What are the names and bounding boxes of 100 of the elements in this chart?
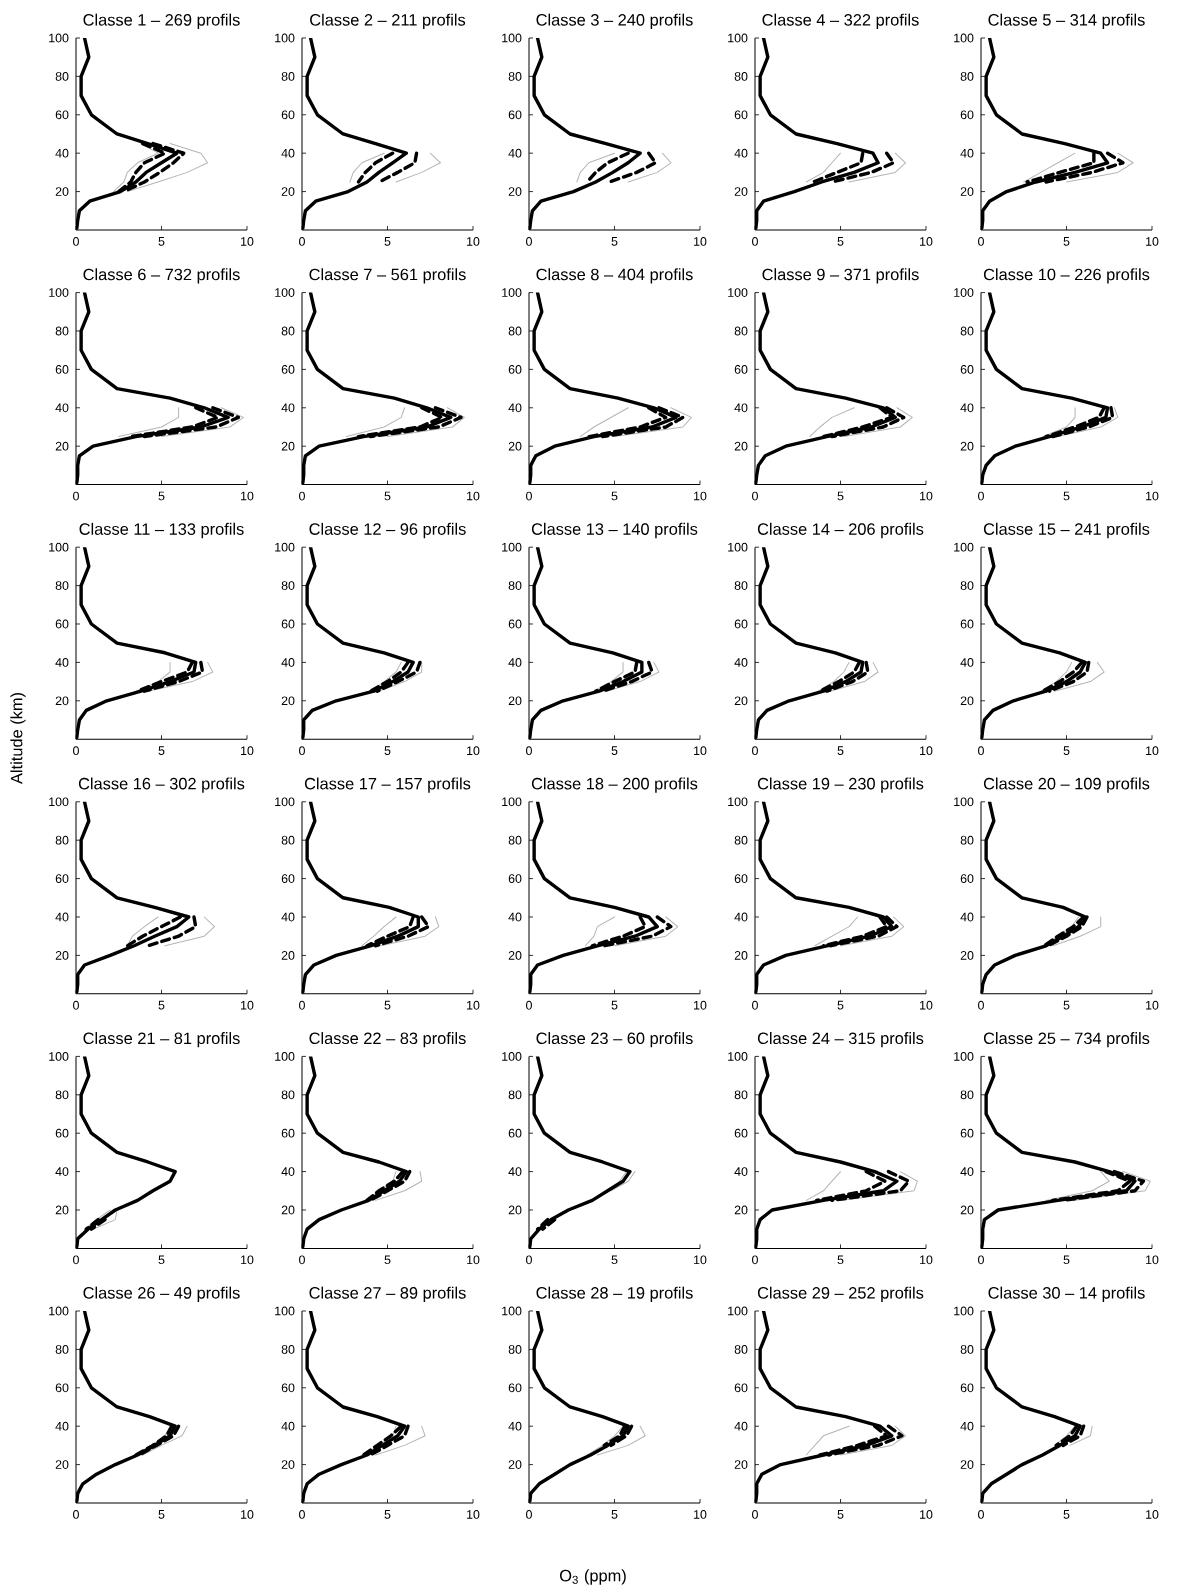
- chart-title: Classe 24 – 315 profils: [757, 1032, 924, 1048]
- y-tick-label: 20: [281, 187, 295, 196]
- x-tick-label: 0: [299, 491, 305, 501]
- y-tick-label: 100: [728, 1306, 748, 1316]
- chart-title: Classe 3 – 240 profils: [536, 13, 693, 29]
- y-tick-label: 60: [281, 1383, 295, 1393]
- y-tick-label: 60: [281, 110, 295, 120]
- y-tick-label: 40: [508, 403, 522, 413]
- x-tick-label: 0: [978, 1510, 984, 1519]
- x-tick-label: 5: [1063, 491, 1070, 501]
- y-tick-label: 100: [275, 1052, 295, 1061]
- x-tick-label: 10: [467, 491, 480, 501]
- y-tick-label: 100: [728, 33, 748, 43]
- x-tick-label: 5: [837, 1255, 844, 1265]
- x-tick-label: 0: [978, 491, 984, 501]
- y-tick-label: 20: [508, 951, 522, 960]
- x-tick-label: 10: [1146, 1255, 1159, 1265]
- x-tick-label: 0: [526, 491, 532, 501]
- x-tick-label: 10: [694, 1000, 707, 1010]
- y-tick-label: 60: [734, 1128, 748, 1138]
- x-tick-label: 0: [978, 746, 984, 756]
- x-tick-label: 0: [978, 1255, 984, 1265]
- x-tick-label: 0: [73, 1255, 79, 1265]
- chart-title: Classe 7 – 561 profils: [309, 268, 466, 284]
- x-tick-label: 5: [837, 746, 844, 755]
- y-tick-label: 40: [960, 1167, 974, 1176]
- x-tick-label: 5: [1063, 237, 1070, 246]
- x-tick-label: 10: [920, 1510, 933, 1519]
- y-tick-label: 60: [508, 619, 522, 629]
- y-tick-label: 40: [734, 1167, 748, 1176]
- y-tick-label: 100: [275, 797, 295, 807]
- x-tick-label: 10: [1146, 746, 1159, 756]
- y-tick-label: 40: [281, 1421, 295, 1431]
- x-axis-title: O$_{3}$ (ppm): [560, 1569, 626, 1585]
- y-tick-label: 60: [960, 110, 974, 120]
- x-tick-label: 5: [611, 1510, 618, 1519]
- y-tick-label: 100: [728, 1052, 748, 1061]
- x-tick-label: 0: [299, 746, 305, 756]
- x-tick-label: 0: [752, 237, 758, 246]
- y-tick-label: 60: [508, 365, 522, 374]
- y-tick-label: 60: [734, 619, 748, 629]
- y-tick-label: 40: [508, 1421, 522, 1431]
- y-tick-label: 20: [508, 187, 522, 196]
- x-tick-label: 10: [467, 746, 480, 756]
- y-tick-label: 20: [960, 1205, 974, 1215]
- y-tick-label: 100: [954, 1052, 974, 1061]
- y-tick-label: 40: [960, 1421, 974, 1431]
- y-tick-label: 40: [281, 912, 295, 922]
- y-tick-label: 40: [960, 912, 974, 922]
- x-tick-label: 5: [837, 237, 844, 246]
- y-tick-label: 60: [734, 1383, 748, 1393]
- chart-title: Classe 10 – 226 profils: [983, 268, 1150, 284]
- y-tick-label: 60: [960, 874, 974, 883]
- chart-title: Classe 12 – 96 profils: [309, 522, 466, 539]
- x-tick-label: 0: [526, 1000, 532, 1010]
- y-tick-label: 60: [960, 1383, 974, 1393]
- chart-title: Classe 4 – 322 profils: [762, 13, 919, 29]
- x-tick-label: 5: [611, 1255, 618, 1265]
- chart-title: Classe 20 – 109 profils: [983, 777, 1150, 793]
- y-tick-label: 20: [281, 441, 295, 451]
- x-tick-label: 10: [241, 237, 254, 246]
- x-tick-label: 5: [1063, 1510, 1070, 1519]
- x-tick-label: 5: [1063, 1255, 1070, 1265]
- y-tick-label: 100: [275, 33, 295, 43]
- y-tick-label: 80: [508, 72, 522, 81]
- chart-title: Classe 5 – 314 profils: [988, 13, 1145, 29]
- x-tick-label: 10: [241, 746, 254, 756]
- x-tick-label: 10: [241, 1510, 254, 1519]
- y-tick-label: 20: [508, 1460, 522, 1469]
- x-tick-label: 10: [467, 1255, 480, 1265]
- y-tick-label: 100: [49, 797, 69, 807]
- y-tick-label: 100: [49, 33, 69, 43]
- chart-title: Classe 27 – 89 profils: [309, 1286, 466, 1302]
- x-tick-label: 5: [158, 237, 165, 246]
- y-tick-label: 100: [275, 542, 295, 552]
- x-tick-label: 5: [384, 746, 391, 755]
- x-tick-label: 10: [1146, 1510, 1159, 1519]
- y-tick-label: 60: [508, 1128, 522, 1138]
- x-tick-label: 0: [752, 1255, 758, 1265]
- y-tick-label: 80: [55, 326, 69, 336]
- y-tick-label: 80: [281, 835, 295, 845]
- y-tick-label: 60: [734, 365, 748, 374]
- y-tick-label: 40: [281, 658, 295, 667]
- y-tick-label: 80: [55, 1345, 69, 1354]
- y-tick-label: 60: [960, 365, 974, 374]
- y-tick-label: 40: [508, 1167, 522, 1176]
- x-tick-label: 5: [384, 1510, 391, 1519]
- chart-title: Classe 9 – 371 profils: [762, 268, 919, 284]
- y-tick-label: 80: [960, 1090, 974, 1100]
- x-tick-label: 0: [526, 237, 532, 246]
- y-tick-label: 100: [49, 288, 69, 297]
- y-tick-label: 100: [49, 542, 69, 552]
- x-tick-label: 0: [526, 1510, 532, 1519]
- y-tick-label: 100: [954, 542, 974, 552]
- y-tick-label: 100: [502, 288, 522, 297]
- y-tick-label: 40: [281, 1167, 295, 1176]
- y-tick-label: 80: [508, 1090, 522, 1100]
- y-tick-label: 80: [734, 1090, 748, 1100]
- y-tick-label: 100: [49, 1052, 69, 1061]
- chart-title: Classe 11 – 133 profils: [79, 522, 244, 539]
